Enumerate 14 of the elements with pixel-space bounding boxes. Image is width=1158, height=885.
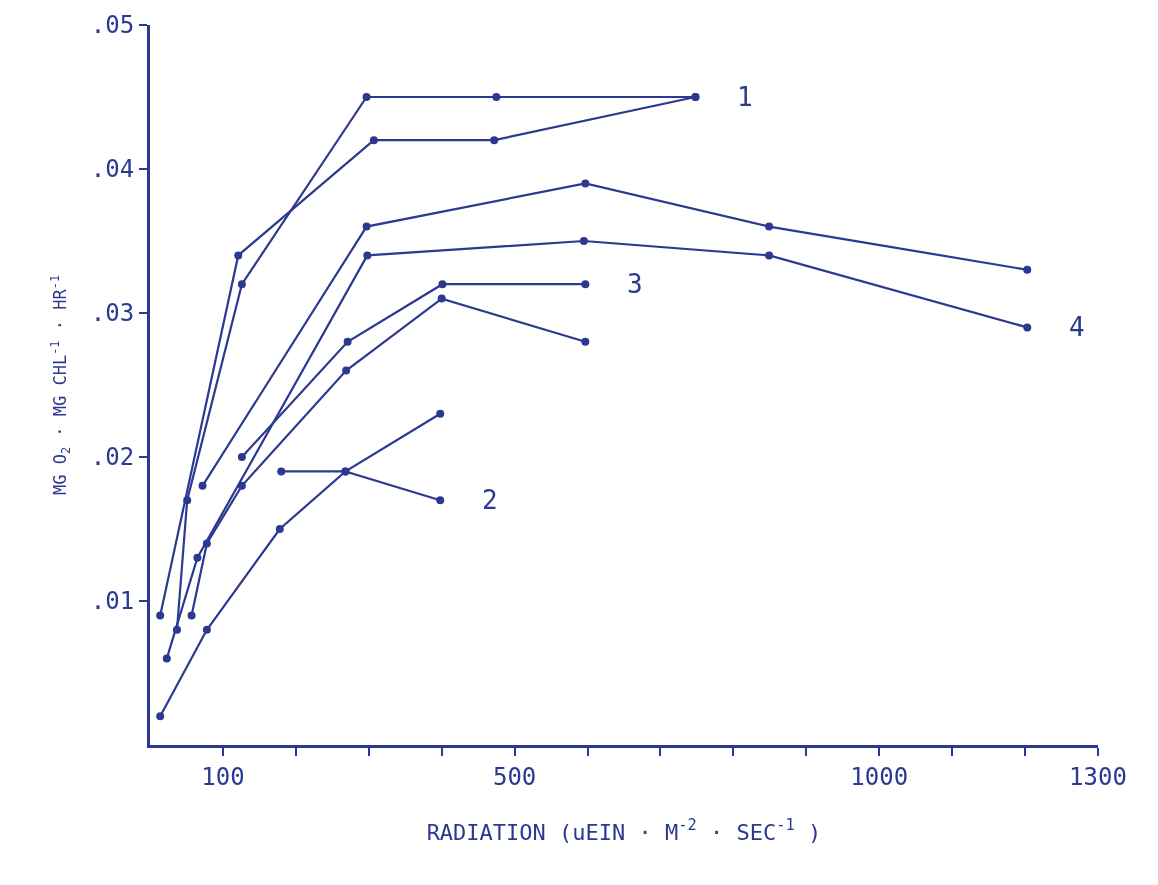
y-tick-label: .03 <box>90 299 135 328</box>
y-tick-label: .05 <box>90 11 135 40</box>
series-label: 4 <box>1069 312 1085 342</box>
x-axis-title: RADIATION (uEIN · M$^{-2}$ · SEC$^{-1}$ ) <box>426 816 822 845</box>
series-label: 3 <box>627 269 643 299</box>
y-tick-label: .01 <box>90 587 135 616</box>
x-tick-label: 100 <box>201 762 245 791</box>
x-tick-label: 1000 <box>850 762 909 791</box>
y-tick-label: .04 <box>90 155 135 184</box>
x-tick-label: 500 <box>492 762 537 791</box>
series-label: 2 <box>482 485 498 515</box>
series-label: 1 <box>737 82 753 112</box>
x-tick-label: 1300 <box>1069 762 1127 791</box>
y-tick-label: .02 <box>90 443 135 472</box>
